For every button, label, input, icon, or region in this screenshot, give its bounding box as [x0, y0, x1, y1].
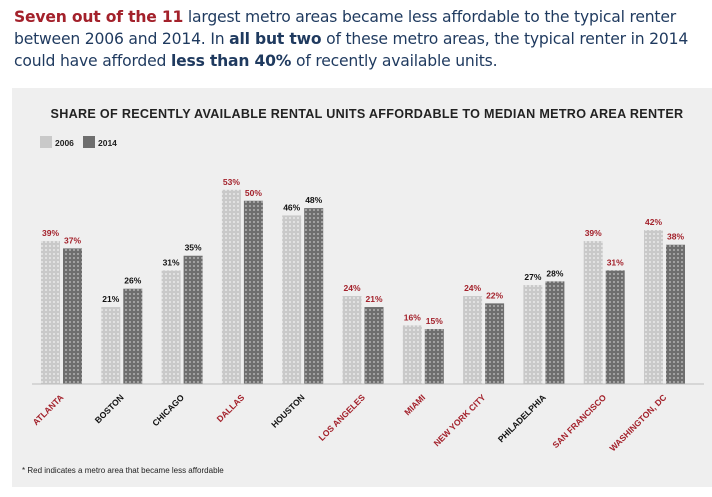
value-label-new-york-city-2006: 24% [464, 283, 481, 293]
value-label-san-francisco-2006: 39% [585, 228, 602, 238]
category-label-chicago: CHICAGO [150, 392, 186, 428]
bar-san-francisco-2014 [605, 270, 625, 384]
legend-label-2006: 2006 [55, 138, 74, 148]
value-label-boston-2014: 26% [124, 276, 141, 286]
value-labels: 39% 37% 21% 26% 31% 35% 53% 50% 46% 48% 24% 21% 16% 1… [42, 177, 684, 326]
intro-text-c: of recently available units. [291, 52, 498, 70]
category-label-new-york-city: NEW YORK CITY [432, 392, 488, 448]
value-label-dallas-2014: 50% [245, 188, 262, 198]
category-label-dallas: DALLAS [215, 392, 247, 424]
value-label-atlanta-2006: 39% [42, 228, 59, 238]
bar-san-francisco-2006 [583, 241, 603, 384]
bar-washington-dc-2014 [666, 244, 685, 384]
bar-dallas-2006 [221, 189, 241, 384]
category-label-houston: HOUSTON [269, 392, 306, 429]
bar-philadelphia-2006 [523, 285, 543, 384]
intro-text: Seven out of the 11 largest metro areas … [14, 6, 704, 72]
bar-houston-2014 [304, 208, 324, 384]
bar-atlanta-2006 [41, 241, 60, 384]
intro-highlight-less-than-40: less than 40% [170, 52, 292, 70]
intro-text-b: of these metro areas, the typical renter… [14, 30, 689, 70]
category-label-philadelphia: PHILADELPHIA [496, 392, 548, 444]
bar-chicago-2006 [161, 270, 181, 384]
intro-text-a: largest metro areas became less affordab… [14, 8, 676, 48]
category-labels: ATLANTA BOSTON CHICAGO DALLAS HOUSTON LOS ANG… [31, 392, 669, 453]
value-label-washington-dc-2014: 38% [667, 232, 684, 242]
value-label-philadelphia-2006: 27% [524, 272, 541, 282]
bars [41, 189, 685, 384]
value-label-los-angeles-2014: 21% [365, 294, 382, 304]
bar-chicago-2014 [183, 255, 203, 384]
value-label-los-angeles-2006: 24% [343, 283, 360, 293]
value-label-houston-2014: 48% [305, 195, 322, 205]
bar-los-angeles-2014 [364, 307, 384, 384]
bar-dallas-2014 [243, 200, 263, 384]
bar-philadelphia-2014 [545, 281, 565, 384]
bar-miami-2014 [424, 329, 444, 384]
bar-new-york-city-2006 [463, 296, 483, 384]
bar-atlanta-2014 [63, 248, 82, 384]
bar-boston-2006 [101, 307, 121, 384]
bar-new-york-city-2014 [485, 303, 505, 384]
bar-washington-dc-2006 [644, 230, 663, 384]
legend-label-2014: 2014 [98, 138, 117, 148]
value-label-chicago-2014: 35% [185, 243, 202, 253]
category-label-atlanta: ATLANTA [31, 392, 66, 427]
legend-swatch-2006 [40, 136, 52, 148]
bar-houston-2006 [282, 215, 302, 384]
intro-highlight-seven: Seven out of the 11 [14, 8, 184, 26]
value-label-chicago-2006: 31% [163, 257, 180, 267]
bar-chart: SHARE OF RECENTLY AVAILABLE RENTAL UNITS… [22, 107, 704, 475]
value-label-san-francisco-2014: 31% [607, 257, 624, 267]
bar-miami-2006 [402, 325, 422, 384]
value-label-boston-2006: 21% [102, 294, 119, 304]
category-label-los-angeles: LOS ANGELES [317, 392, 368, 443]
footnote: * Red indicates a metro area that became… [22, 466, 224, 475]
bar-boston-2014 [123, 288, 143, 384]
chart-panel: SHARE OF RECENTLY AVAILABLE RENTAL UNITS… [12, 88, 712, 487]
value-label-miami-2014: 15% [426, 316, 443, 326]
value-label-houston-2006: 46% [283, 202, 300, 212]
category-label-miami: MIAMI [402, 392, 427, 417]
value-label-washington-dc-2006: 42% [645, 217, 662, 227]
category-label-boston: BOSTON [93, 392, 126, 425]
chart-title: SHARE OF RECENTLY AVAILABLE RENTAL UNITS… [51, 107, 684, 121]
value-label-atlanta-2014: 37% [64, 235, 81, 245]
legend: 2006 2014 [40, 136, 117, 148]
intro-highlight-all-but-two: all but two [229, 30, 322, 48]
value-label-miami-2006: 16% [404, 312, 421, 322]
value-label-new-york-city-2014: 22% [486, 290, 503, 300]
value-label-dallas-2006: 53% [223, 177, 240, 187]
bar-los-angeles-2006 [342, 296, 362, 384]
category-label-washington-dc: WASHINGTON, DC [607, 392, 668, 453]
value-label-philadelphia-2014: 28% [546, 268, 563, 278]
legend-swatch-2014 [83, 136, 95, 148]
category-label-san-francisco: SAN FRANCISCO [550, 392, 608, 450]
